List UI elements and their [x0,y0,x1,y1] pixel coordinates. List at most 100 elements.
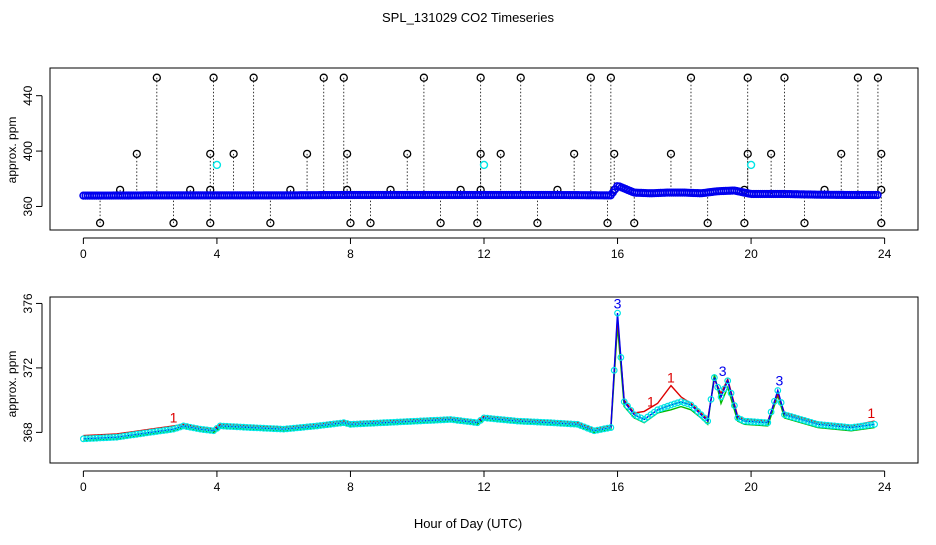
series-point [801,417,808,424]
series-point [570,420,578,428]
series-point [564,420,571,428]
series-point [761,419,768,426]
series-point [487,415,495,422]
series-point [821,421,828,429]
series-point [343,420,351,427]
series-point [116,433,124,441]
spike-point [496,149,505,158]
bottom-y-tick-label: 372 [21,358,35,378]
series-point [173,424,181,432]
series-point [156,427,164,435]
series-point [834,422,842,430]
series-point [233,423,241,431]
series-point [393,418,401,426]
series-point [100,434,107,442]
series-point [163,426,171,434]
series-point [567,420,575,428]
spike-point [419,73,429,82]
series-point [574,420,581,428]
series-point [824,421,832,429]
series-point [680,399,688,407]
cyan-point [212,160,222,170]
spike-point [339,73,348,82]
top-x-tick-label: 24 [878,247,892,261]
series-point [360,420,368,428]
series-point [133,430,141,438]
bottom-x-tick-label: 24 [878,480,892,494]
series-point [540,418,548,426]
series-point [453,416,461,424]
series-point [751,418,758,426]
series-point [707,395,715,403]
top-x-tick-label: 8 [347,247,354,261]
series-point [480,414,488,422]
series-label: 1 [170,410,178,426]
spike-point [169,218,178,228]
top-x-tick-label: 12 [477,247,491,261]
series-point [777,399,785,406]
series-point [507,417,515,424]
series-point [524,418,531,425]
series-point [620,398,628,406]
spike-point [342,149,352,158]
spike-point [436,218,445,228]
series-point [410,417,418,425]
series-point [804,418,812,425]
series-point [266,425,274,432]
spike-point [877,149,886,158]
series-point [841,423,848,431]
series-point [86,435,94,442]
series-point [797,416,805,423]
series-point [347,420,354,428]
series-point [657,405,665,413]
series-point [153,428,161,435]
series-point [103,434,111,442]
series-point [811,419,818,427]
series-point [630,411,638,419]
series-point [710,374,718,381]
series-point [120,432,127,440]
series-point [130,431,137,439]
series-point [390,418,398,426]
series-point [510,417,518,425]
series-point [720,385,728,393]
series-point [784,412,792,420]
series-point [534,418,541,426]
series-point [337,419,344,427]
series-point [263,424,271,432]
series-point [490,415,498,423]
spike-point [780,73,789,82]
bottom-axes: 0 4 8 12 16 20 24 368 372 376 [21,293,919,494]
series-point [730,402,738,409]
baseline-point [873,190,882,200]
spike-point [302,149,312,158]
series-point [400,418,408,426]
series-point [273,425,281,433]
x-axis-title: Hour of Day (UTC) [414,516,522,531]
series-point [717,393,725,401]
series-point [747,418,755,425]
bottom-y-tick-label: 368 [21,422,35,442]
series-point [146,428,154,436]
series-point [256,424,264,432]
series-point [380,419,388,427]
series-point [383,419,391,426]
series-point [674,399,682,407]
series-point [460,417,468,425]
series-point [637,414,645,422]
series-point [280,425,288,433]
series-point [447,416,455,423]
spike-point [630,218,639,228]
series-point [660,403,668,411]
series-point [670,400,678,408]
series-point [527,418,535,426]
series-point [303,423,311,431]
spike-point [229,149,238,158]
series-point [246,424,254,431]
series-point [417,417,424,425]
series-point [547,419,555,427]
spike-point [666,149,676,158]
top-y-tick-label: 360 [21,196,35,216]
bottom-x-tick-label: 12 [477,480,491,494]
